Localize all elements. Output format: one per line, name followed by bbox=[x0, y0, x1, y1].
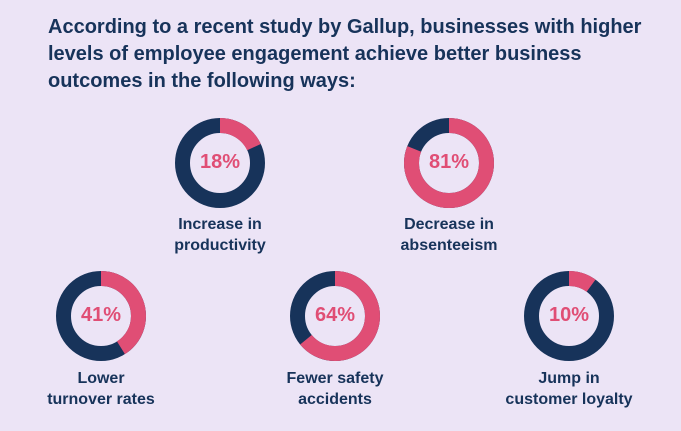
donut-value-arc bbox=[175, 118, 265, 208]
donut-ring bbox=[56, 271, 146, 361]
caption-line: Jump in bbox=[538, 370, 600, 387]
donut-value-arc bbox=[404, 118, 494, 208]
donut-productivity: 18% bbox=[174, 117, 266, 209]
donut-ring bbox=[175, 118, 265, 208]
donut-value-label: 10% bbox=[548, 304, 590, 326]
heading-line: According to a recent study by Gallup, b… bbox=[48, 16, 642, 38]
donut-ring bbox=[404, 118, 494, 208]
donut-value-label: 18% bbox=[199, 151, 241, 173]
donut-value-label: 41% bbox=[80, 304, 122, 326]
caption-line: Lower bbox=[77, 370, 125, 387]
donut-value-label: 81% bbox=[428, 151, 470, 173]
caption-line: Increase in bbox=[178, 216, 262, 233]
donut-caption: Lower turnover rates bbox=[1, 368, 201, 410]
donut-value-arc bbox=[56, 271, 146, 361]
donut-ring bbox=[290, 271, 380, 361]
donut-absenteeism: 81% bbox=[403, 117, 495, 209]
caption-line: absenteeism bbox=[400, 237, 498, 254]
donut-caption: Fewer safety accidents bbox=[235, 368, 435, 410]
caption-line: Decrease in bbox=[404, 216, 494, 233]
caption-line: customer loyalty bbox=[505, 391, 633, 408]
donut-value-label: 64% bbox=[314, 304, 356, 326]
donut-turnover: 41% bbox=[55, 270, 147, 362]
donut-value-arc bbox=[290, 271, 380, 361]
caption-line: productivity bbox=[174, 237, 266, 254]
donut-value-arc bbox=[524, 271, 614, 361]
donut-safety: 64% bbox=[289, 270, 381, 362]
donut-caption: Jump in customer loyalty bbox=[469, 368, 669, 410]
heading-line: levels of employee engagement achieve be… bbox=[48, 43, 582, 65]
caption-line: turnover rates bbox=[47, 391, 155, 408]
heading-line: outcomes in the following ways: bbox=[48, 70, 356, 92]
page-heading: According to a recent study by Gallup, b… bbox=[48, 14, 668, 95]
caption-line: accidents bbox=[298, 391, 372, 408]
donut-ring bbox=[524, 271, 614, 361]
donut-caption: Decrease in absenteeism bbox=[349, 214, 549, 256]
caption-line: Fewer safety bbox=[286, 370, 384, 387]
donut-caption: Increase in productivity bbox=[120, 214, 320, 256]
donut-loyalty: 10% bbox=[523, 270, 615, 362]
